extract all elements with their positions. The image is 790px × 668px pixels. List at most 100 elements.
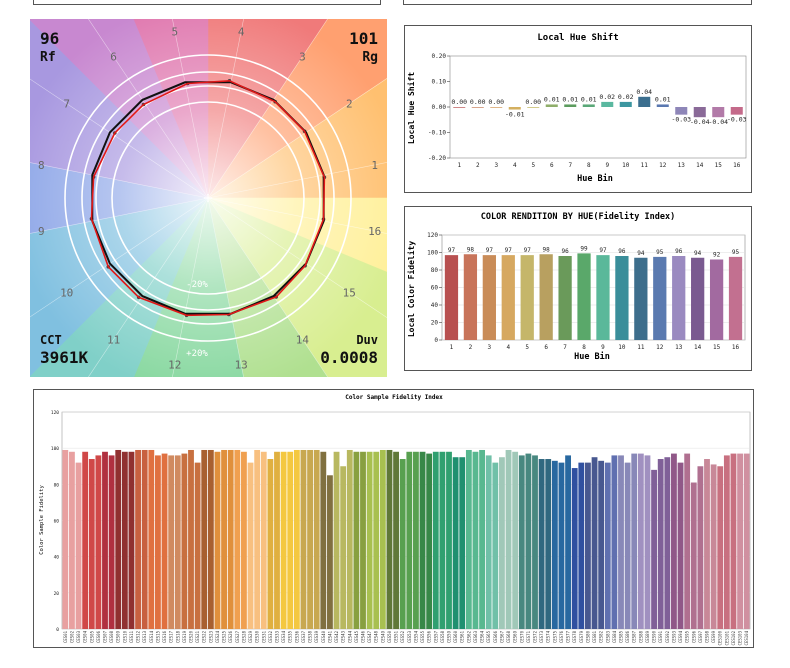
sample-bar [578, 462, 585, 629]
sample-bar [247, 462, 254, 629]
sample-tick-label: CES49 [380, 630, 385, 643]
sample-bar [485, 455, 492, 629]
rf-value: 96 [40, 29, 59, 48]
sample-ylabel: Color Sample Fidelity [39, 485, 45, 555]
top-left-frame-stub [33, 0, 381, 5]
sample-bar [717, 466, 724, 629]
hue-shift-title: Local Hue Shift [537, 32, 618, 43]
y-tick-label: 80 [54, 482, 60, 488]
sample-bar [155, 455, 161, 629]
sample-tick-label: CES84 [612, 630, 617, 643]
sample-bar [611, 455, 618, 629]
sample-bar [571, 468, 578, 629]
sample-tick-label: CES63 [473, 630, 478, 643]
sample-tick-label: CES98 [705, 630, 710, 643]
sample-tick-label: CES99 [711, 630, 716, 643]
bin-divider-line [207, 162, 387, 199]
bin-number-label: 11 [107, 333, 120, 346]
x-tick-label: 9 [605, 162, 609, 169]
sample-bar [704, 459, 710, 629]
bin-number-label: 5 [171, 25, 178, 38]
data-label: 97 [486, 247, 494, 254]
bin-divider-line [172, 19, 209, 199]
x-tick-label: 16 [733, 162, 741, 169]
x-tick-label: 11 [637, 344, 645, 351]
sample-tick-label: CES102 [731, 630, 736, 645]
data-label: 0.00 [451, 98, 467, 106]
sample-bar [346, 449, 353, 629]
bin-number-label: 2 [346, 98, 353, 111]
bar [615, 256, 629, 340]
rg-value: 101 [349, 29, 378, 48]
sample-tick-label: CES45 [354, 630, 359, 643]
bar [653, 256, 667, 341]
data-label: 99 [580, 245, 588, 252]
sample-bar [690, 482, 697, 629]
reference-ring [64, 54, 352, 342]
sample-tick-label: CES34 [281, 630, 286, 643]
y-tick-label: 100 [51, 446, 59, 452]
hue-shift-xlabel: Hue Bin [577, 173, 613, 184]
data-label: 92 [713, 252, 721, 259]
sample-bar [730, 453, 737, 629]
sample-tick-label: CES39 [314, 630, 319, 643]
bin-divider-line [30, 197, 209, 318]
bin-divider-line [207, 19, 244, 199]
bar [582, 104, 595, 107]
x-tick-label: 13 [678, 162, 686, 169]
data-label: 94 [637, 250, 645, 257]
sample-bar [697, 466, 704, 629]
sample-bar [75, 462, 82, 629]
y-tick-label: 0 [434, 337, 438, 344]
sample-tick-label: CES64 [480, 630, 485, 643]
sample-bar [379, 449, 386, 629]
sample-bar [565, 455, 571, 629]
bar [501, 255, 515, 341]
bin-number-label: 15 [343, 286, 356, 299]
duv-label: Duv [356, 333, 378, 347]
bar [728, 256, 743, 341]
sample-bar [174, 455, 181, 629]
bar [564, 104, 577, 107]
sample-bar [439, 451, 446, 629]
data-label: 94 [694, 250, 702, 257]
sample-bar [148, 449, 155, 629]
rg-label: Rg [362, 50, 378, 65]
sample-tick-label: CES29 [248, 630, 253, 643]
y-tick-label: -0.10 [428, 130, 446, 137]
sample-tick-label: CES58 [440, 630, 445, 643]
sample-bar [293, 449, 300, 629]
reference-ring [111, 101, 305, 295]
sample-tick-label: CES66 [493, 630, 498, 643]
sample-tick-label: CES97 [698, 630, 703, 643]
sample-bar [333, 451, 340, 629]
sample-tick-label: CES103 [738, 630, 743, 645]
sample-bar [644, 455, 651, 629]
rf-label: Rf [40, 50, 56, 65]
sample-bar [194, 462, 201, 629]
bar [471, 107, 484, 108]
data-label: -0.01 [505, 111, 525, 119]
bar [558, 256, 572, 340]
sample-bar [737, 453, 743, 629]
sample-bar [492, 462, 499, 629]
sample-tick-label: CES92 [665, 630, 670, 643]
sample-bar [313, 449, 320, 629]
x-tick-label: 3 [488, 344, 492, 351]
bar [490, 107, 503, 108]
bin-divider-line [30, 78, 209, 199]
sample-tick-label: CES05 [89, 630, 94, 643]
sample-bar [234, 449, 241, 629]
bar [712, 107, 725, 118]
sample-tick-label: CES23 [208, 630, 213, 643]
sample-bar [62, 449, 69, 629]
sample-tick-label: CES28 [241, 630, 246, 643]
sample-tick-label: CES71 [526, 630, 531, 643]
bin-number-label: 4 [238, 25, 245, 38]
plus-20-label: +20% [186, 349, 208, 359]
x-tick-label: 8 [587, 162, 591, 169]
sample-bar [188, 449, 194, 629]
sample-bar [287, 451, 294, 629]
sample-bar [300, 449, 307, 629]
bar [730, 107, 743, 115]
